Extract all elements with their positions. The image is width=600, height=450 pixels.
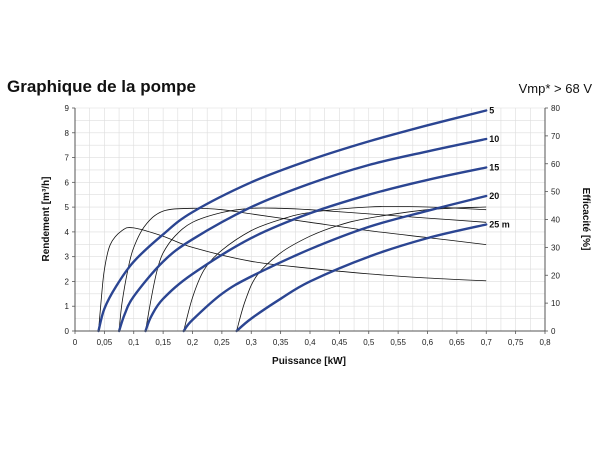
x-tick-label: 0,65 [449,338,465,347]
x-tick-label: 0,7 [481,338,493,347]
y2-tick-label: 50 [551,188,560,197]
x-tick-label: 0,5 [363,338,375,347]
y2-tick-label: 80 [551,104,560,113]
y-tick-label: 6 [65,178,70,187]
y2-tick-label: 30 [551,243,560,252]
y-tick-label: 5 [65,203,70,212]
flow-curve-1 [97,109,488,333]
y-tick-label: 3 [65,253,70,262]
y-tick-label: 1 [65,302,70,311]
efficiency-curve-1 [98,227,487,332]
curve-label-3: 15 [489,162,499,172]
flow-curve-4 [182,194,488,333]
y-tick-label: 9 [65,104,70,113]
flow-curve-2 [117,137,488,333]
efficiency-curve-5 [236,206,487,332]
x-tick-label: 0,3 [246,338,258,347]
x-tick-label: 0,55 [390,338,406,347]
x-tick-label: 0,75 [508,338,524,347]
x-tick-label: 0,05 [97,338,113,347]
y-tick-label: 4 [65,228,70,237]
y2-tick-label: 10 [551,299,560,308]
y2-axis-label: Efficacité [%] [580,188,591,251]
flow-curve-3 [144,166,488,333]
x-tick-label: 0,6 [422,338,434,347]
x-tick-label: 0,8 [539,338,551,347]
curve-label-2: 10 [489,134,499,144]
x-axis-label: Puissance [kW] [272,356,346,367]
x-tick-label: 0,25 [214,338,230,347]
y-tick-label: 8 [65,129,70,138]
y2-tick-label: 20 [551,271,560,280]
flow-curve-5 [235,223,488,333]
chart-ticks: 0 0,05 0,1 0,15 0,2 0,25 0,3 0,35 0,4 0,45 0,5 0,55… [65,104,561,347]
y2-tick-label: 60 [551,160,560,169]
curve-label-4: 20 [489,191,499,201]
x-tick-label: 0,35 [273,338,289,347]
y-tick-label: 2 [65,277,70,286]
flow-curves [97,109,488,333]
y2-tick-label: 40 [551,216,560,225]
y-tick-label: 0 [65,327,70,336]
curve-labels: 5 10 15 20 25 m [489,105,510,229]
y-tick-label: 7 [65,154,70,163]
y-axis-label: Rendement [m³/h] [41,177,52,262]
curve-label-5: 25 m [489,219,510,229]
efficiency-curve-3 [145,207,487,332]
efficiency-curve-2 [118,207,487,332]
efficiency-curve-4 [183,206,487,332]
y2-tick-label: 0 [551,327,556,336]
voltage-subtitle: Vmp* > 68 V [518,81,592,96]
chart-grid [74,107,546,332]
x-tick-label: 0,45 [332,338,348,347]
x-tick-label: 0,4 [304,338,316,347]
x-tick-label: 0,1 [128,338,140,347]
x-tick-label: 0,2 [187,338,199,347]
page-title: Graphique de la pompe [7,77,196,96]
x-tick-label: 0 [73,338,78,347]
curve-label-1: 5 [489,105,494,115]
y2-tick-label: 70 [551,132,560,141]
x-tick-label: 0,15 [155,338,171,347]
